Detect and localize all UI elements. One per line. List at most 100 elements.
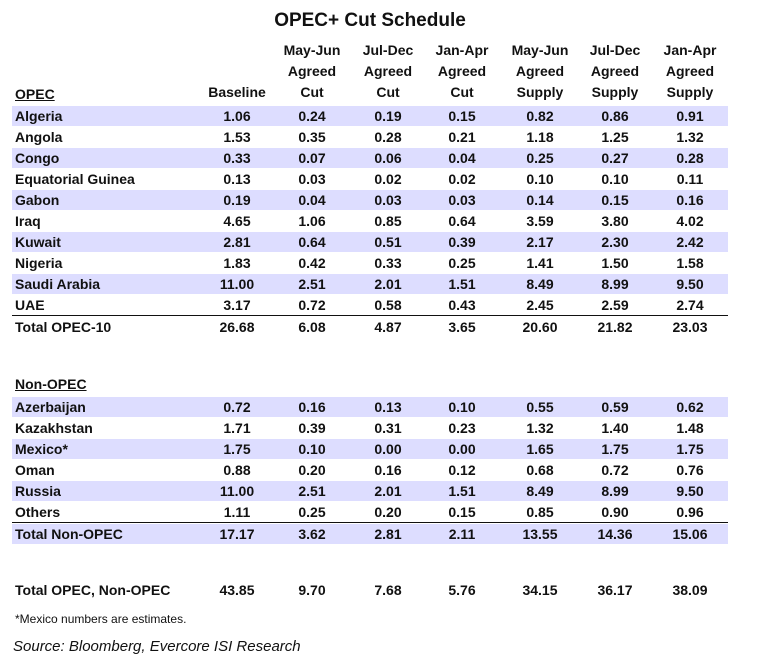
column-header: May-Jun Agreed Supply <box>495 40 585 103</box>
value-cell: 0.15 <box>448 108 476 124</box>
value-cell: 2.11 <box>448 526 476 542</box>
column-header-line: Cut <box>450 84 474 100</box>
column-header-line: Supply <box>516 84 564 100</box>
value-cell: 1.41 <box>526 255 554 271</box>
value-cell: 0.14 <box>526 192 554 208</box>
column-header: May-Jun Agreed Cut <box>267 40 357 103</box>
value-cell: 17.17 <box>219 526 255 542</box>
row-label: Nigeria <box>15 255 63 271</box>
value-cell: 1.40 <box>601 420 629 436</box>
row-label: Russia <box>15 483 61 499</box>
value-cell: 1.11 <box>223 504 251 520</box>
value-cell: 0.06 <box>374 150 402 166</box>
value-cell: 0.90 <box>601 504 629 520</box>
table-row: Algeria 1.06 0.24 0.19 0.15 0.82 0.86 0.91 <box>12 106 728 126</box>
value-cell: 0.10 <box>448 399 476 415</box>
column-header-line: Cut <box>300 84 324 100</box>
row-label: Oman <box>15 462 55 478</box>
value-cell: 1.18 <box>526 129 554 145</box>
row-label: Others <box>15 504 61 520</box>
value-cell: 0.19 <box>223 192 251 208</box>
value-cell: 0.85 <box>374 213 402 229</box>
column-header-line: Jan-Apr <box>435 42 489 58</box>
value-cell: 1.75 <box>676 441 704 457</box>
table-row: UAE 3.17 0.72 0.58 0.43 2.45 2.59 2.74 <box>12 295 728 315</box>
value-cell: 0.16 <box>676 192 704 208</box>
value-cell: 26.68 <box>219 319 255 335</box>
row-label: Total OPEC-10 <box>15 319 112 335</box>
value-cell: 34.15 <box>522 582 558 598</box>
table-title: OPEC+ Cut Schedule <box>274 10 466 31</box>
value-cell: 2.74 <box>676 297 704 313</box>
table-row: Azerbaijan 0.72 0.16 0.13 0.10 0.55 0.59 0.62 <box>12 397 728 417</box>
value-cell: 0.15 <box>601 192 629 208</box>
table-row: Others 1.11 0.25 0.20 0.15 0.85 0.90 0.96 <box>12 502 728 522</box>
rule-line <box>12 315 728 316</box>
value-cell: 0.55 <box>526 399 554 415</box>
table-row: Mexico* 1.75 0.10 0.00 0.00 1.65 1.75 1.75 <box>12 439 728 459</box>
table-row: Iraq 4.65 1.06 0.85 0.64 3.59 3.80 4.02 <box>12 211 728 231</box>
value-cell: 2.81 <box>223 234 251 250</box>
value-cell: 0.20 <box>374 504 402 520</box>
column-header: Jan-Apr Agreed Supply <box>645 40 735 103</box>
value-cell: 0.88 <box>223 462 251 478</box>
value-cell: 0.58 <box>374 297 402 313</box>
value-cell: 0.59 <box>601 399 629 415</box>
row-label: UAE <box>15 297 45 313</box>
column-header-line: Agreed <box>287 63 337 79</box>
table-row: Saudi Arabia 11.00 2.51 2.01 1.51 8.49 8.99 9.5… <box>12 274 728 294</box>
value-cell: 0.25 <box>526 150 554 166</box>
column-header-line: Agreed <box>515 63 565 79</box>
value-cell: 1.75 <box>223 441 251 457</box>
value-cell: 0.10 <box>298 441 326 457</box>
value-cell: 6.08 <box>298 319 326 335</box>
column-header-line: Jul-Dec <box>362 42 414 58</box>
value-cell: 5.76 <box>448 582 476 598</box>
value-cell: 0.24 <box>298 108 326 124</box>
value-cell: 0.28 <box>374 129 402 145</box>
row-label: Kuwait <box>15 234 61 250</box>
value-cell: 9.50 <box>676 276 704 292</box>
value-cell: 0.13 <box>374 399 402 415</box>
value-cell: 13.55 <box>522 526 558 542</box>
value-cell: 0.86 <box>601 108 629 124</box>
value-cell: 0.20 <box>298 462 326 478</box>
column-header-line: Agreed <box>590 63 640 79</box>
value-cell: 0.39 <box>448 234 476 250</box>
value-cell: 0.51 <box>374 234 402 250</box>
value-cell: 0.28 <box>676 150 704 166</box>
table-row: Congo 0.33 0.07 0.06 0.04 0.25 0.27 0.28 <box>12 148 728 168</box>
row-label: Angola <box>15 129 63 145</box>
column-header: Jul-Dec Agreed Cut <box>343 40 433 103</box>
value-cell: 0.03 <box>374 192 402 208</box>
value-cell: 1.51 <box>448 483 476 499</box>
value-cell: 0.02 <box>374 171 402 187</box>
value-cell: 0.00 <box>374 441 402 457</box>
value-cell: 0.82 <box>526 108 554 124</box>
value-cell: 0.72 <box>223 399 251 415</box>
value-cell: 21.82 <box>597 319 633 335</box>
value-cell: 3.17 <box>223 297 251 313</box>
value-cell: 4.02 <box>676 213 704 229</box>
section-label: OPEC <box>15 86 55 102</box>
value-cell: 0.00 <box>448 441 476 457</box>
value-cell: 23.03 <box>672 319 708 335</box>
value-cell: 0.07 <box>298 150 326 166</box>
column-header-line: Cut <box>376 84 400 100</box>
value-cell: 2.01 <box>374 276 402 292</box>
value-cell: 0.13 <box>223 171 251 187</box>
value-cell: 2.45 <box>526 297 554 313</box>
value-cell: 0.72 <box>601 462 629 478</box>
column-header-line: Agreed <box>665 63 715 79</box>
value-cell: 1.32 <box>526 420 554 436</box>
value-cell: 0.39 <box>298 420 326 436</box>
value-cell: 9.50 <box>676 483 704 499</box>
value-cell: 0.96 <box>676 504 704 520</box>
row-label: Mexico* <box>15 441 68 457</box>
value-cell: 0.23 <box>448 420 476 436</box>
value-cell: 0.64 <box>448 213 476 229</box>
column-header-line: Agreed <box>363 63 413 79</box>
column-header-line: May-Jun <box>283 42 341 58</box>
row-label: Algeria <box>15 108 63 124</box>
column-header: Jul-Dec Agreed Supply <box>570 40 660 103</box>
